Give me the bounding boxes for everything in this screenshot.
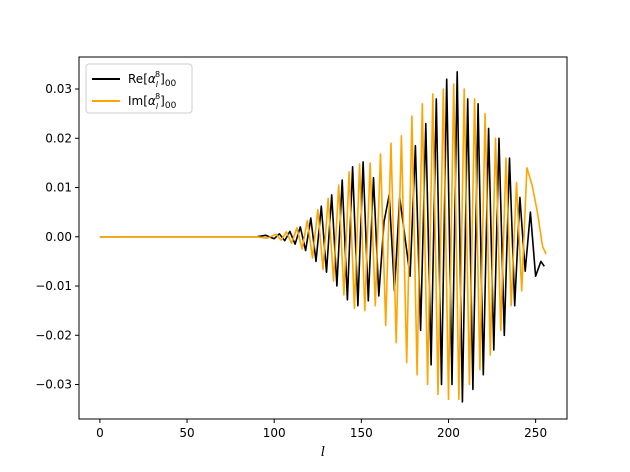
series-layer (99, 71, 547, 403)
y-tick-label: −0.03 (35, 378, 72, 392)
legend: Re[αl8]00 Im[αl8]00 (85, 63, 193, 114)
x-tick-label: 150 (350, 426, 373, 440)
x-tick-label: 100 (263, 426, 286, 440)
legend-entry-re: Re[αl8]00 (128, 70, 177, 89)
x-tick-label: 250 (524, 426, 547, 440)
y-tick-label: 0.00 (45, 230, 72, 244)
plot-frame (78, 56, 568, 420)
x-tick-label: 200 (437, 426, 460, 440)
axes-layer (78, 56, 568, 420)
y-ticks: −0.03 −0.02 −0.01 0.00 0.01 0.02 0.03 (35, 82, 79, 392)
y-tick-label: 0.02 (45, 131, 72, 145)
y-tick-label: 0.03 (45, 82, 72, 96)
series-line-im (99, 83, 547, 401)
legend-entry-im: Im[αl8]00 (128, 92, 177, 111)
x-axis-label: l (321, 445, 325, 460)
x-tick-label: 0 (96, 426, 104, 440)
y-tick-label: −0.02 (35, 328, 72, 342)
x-tick-label: 50 (179, 426, 194, 440)
y-tick-label: −0.01 (35, 279, 72, 293)
y-tick-label: 0.01 (45, 181, 72, 195)
x-ticks: 0 50 100 150 200 250 (96, 419, 547, 440)
